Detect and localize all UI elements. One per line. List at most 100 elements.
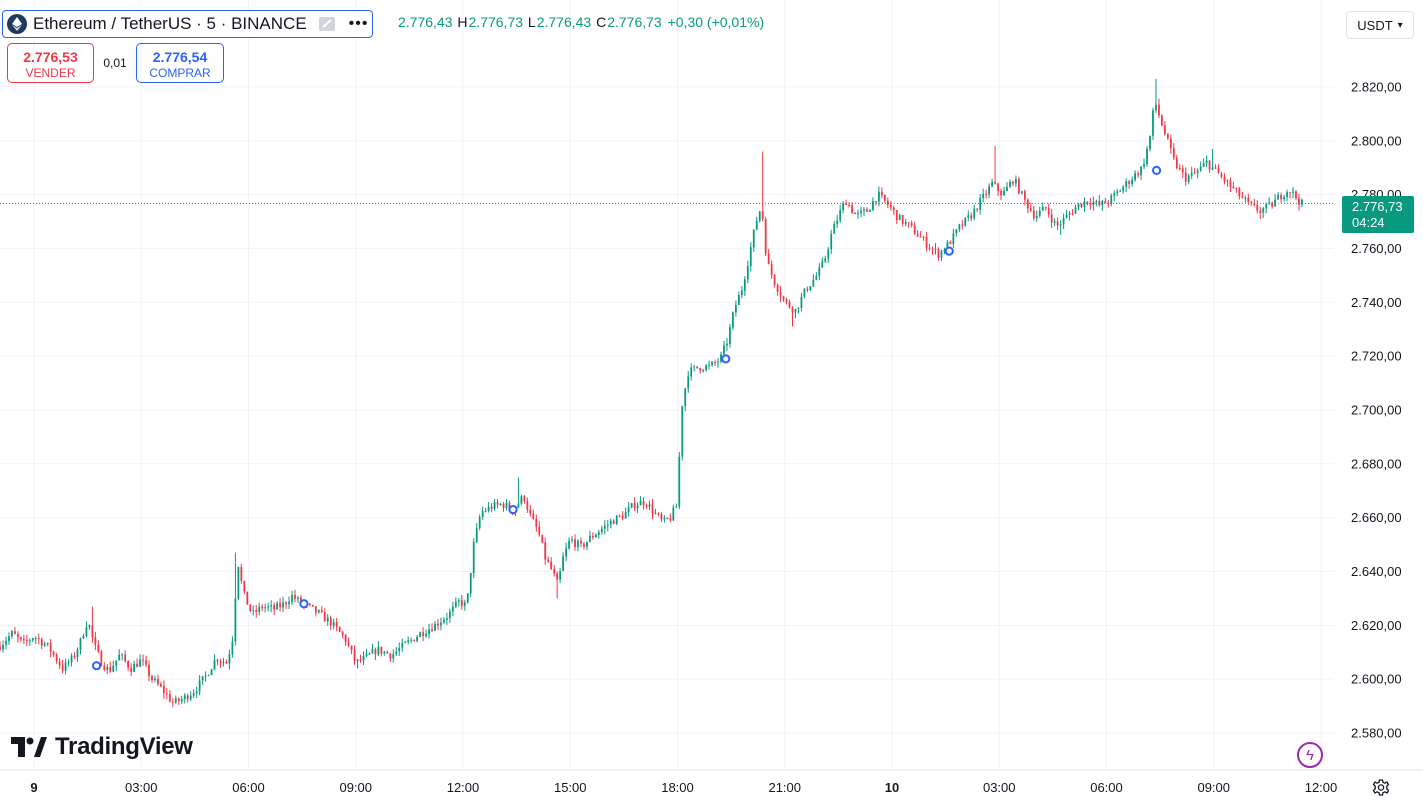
- candle-body: [577, 540, 579, 547]
- candle-body: [484, 510, 487, 512]
- candle-body: [1068, 213, 1071, 216]
- candle-body: [451, 606, 454, 612]
- candle-body: [404, 642, 407, 644]
- symbol-header[interactable]: Ethereum / TetherUS · 5 · BINANCE •••: [2, 10, 374, 38]
- candle-body: [1098, 200, 1101, 206]
- candle-body: [758, 211, 761, 221]
- candle-body: [8, 636, 10, 642]
- tradingview-logo[interactable]: TradingView: [11, 733, 193, 761]
- candle-body: [443, 619, 445, 623]
- candle-body: [982, 193, 985, 199]
- candle-body: [967, 215, 970, 218]
- candle-body: [645, 505, 648, 507]
- candle-body: [145, 660, 147, 665]
- candle-body: [961, 224, 964, 226]
- sell-button[interactable]: 2.776,53 VENDER: [7, 43, 94, 83]
- candle-body: [895, 210, 898, 221]
- candle-body: [201, 676, 204, 681]
- candle-body: [869, 209, 871, 212]
- price-tick-label: 2.660,00: [1351, 510, 1402, 525]
- last-price-value: 2.776,73: [1352, 199, 1403, 214]
- candle-body: [151, 676, 153, 681]
- flag-icon[interactable]: [318, 17, 335, 31]
- settings-gear-icon[interactable]: [1372, 779, 1390, 797]
- candle-body: [529, 509, 532, 514]
- candle-body: [880, 191, 883, 195]
- candle-body: [773, 274, 776, 286]
- candle-body: [294, 594, 296, 599]
- candle-body: [469, 572, 472, 594]
- candle-body: [973, 208, 976, 219]
- candle-body: [603, 525, 606, 529]
- candle-body: [246, 591, 249, 605]
- buy-button[interactable]: 2.776,54 COMPRAR: [136, 43, 224, 83]
- candle-body: [311, 604, 314, 607]
- candle-body: [115, 660, 118, 666]
- currency-select[interactable]: USDT ▾: [1346, 11, 1414, 39]
- candle-body: [508, 503, 511, 510]
- candle-body: [401, 642, 404, 649]
- candle-body: [690, 367, 693, 377]
- candle-body: [1211, 167, 1214, 170]
- time-axis[interactable]: 9 03:00 06:00 09:00 12:00 15:00 18:00 21:00 10 03…: [30, 780, 1337, 795]
- candle-body: [252, 610, 255, 612]
- candle-body: [183, 695, 186, 700]
- candle-body: [1059, 224, 1062, 226]
- candle-body: [621, 515, 624, 519]
- candle-body: [1280, 195, 1282, 200]
- candle-body: [1250, 201, 1253, 204]
- buy-price: 2.776,54: [152, 49, 208, 65]
- candle-body: [37, 638, 40, 640]
- candle-body: [1271, 202, 1274, 207]
- candle-body: [365, 654, 368, 656]
- candle-body: [1149, 135, 1151, 149]
- candle-body: [612, 520, 615, 524]
- candle-body: [937, 248, 940, 258]
- candle-body: [1122, 186, 1125, 192]
- candle-body: [907, 222, 910, 224]
- candle-body: [121, 654, 124, 656]
- event-marker: [1151, 165, 1162, 175]
- candle-body: [374, 649, 377, 655]
- candle-body: [571, 539, 573, 541]
- candle-body: [97, 644, 100, 652]
- candle-body: [648, 504, 651, 507]
- candle-body: [103, 665, 106, 670]
- candle-body: [761, 211, 764, 220]
- candle-body: [371, 649, 374, 654]
- candle-body: [1202, 163, 1205, 167]
- more-dots-icon[interactable]: •••: [348, 15, 369, 32]
- candle-body: [204, 675, 207, 677]
- candle-body: [1053, 221, 1056, 223]
- symbol-title[interactable]: Ethereum / TetherUS · 5 · BINANCE: [33, 14, 307, 33]
- candle-body: [422, 632, 424, 637]
- candle-body: [1012, 181, 1014, 184]
- candle-body: [523, 496, 526, 502]
- candle-body: [139, 659, 141, 667]
- price-tick-label: 2.580,00: [1351, 726, 1402, 741]
- candle-body: [642, 500, 645, 506]
- lightning-icon[interactable]: ϟ: [1297, 742, 1323, 768]
- candle-body: [568, 540, 570, 549]
- bar-countdown: 04:24: [1352, 215, 1385, 230]
- candle-body: [600, 528, 603, 533]
- time-tick-label: 9: [30, 780, 37, 795]
- candle-body: [1041, 206, 1044, 211]
- candle-body: [794, 309, 797, 313]
- candle-body: [1208, 160, 1211, 170]
- candle-body: [368, 653, 371, 655]
- candle-body: [693, 366, 696, 368]
- candle-body: [297, 597, 299, 599]
- price-axis[interactable]: 2.580,00 2.600,00 2.620,00 2.640,00 2.660,00…: [1351, 79, 1402, 740]
- candle-body: [726, 343, 728, 346]
- candle-body: [487, 506, 490, 511]
- event-marker: [721, 354, 731, 364]
- time-tick-label: 10: [885, 780, 899, 795]
- candle-body: [889, 204, 892, 208]
- candle-body: [359, 659, 362, 661]
- candle-body: [746, 266, 749, 280]
- candle-body: [553, 568, 556, 574]
- candle-body: [797, 307, 800, 310]
- candle-body: [949, 241, 952, 245]
